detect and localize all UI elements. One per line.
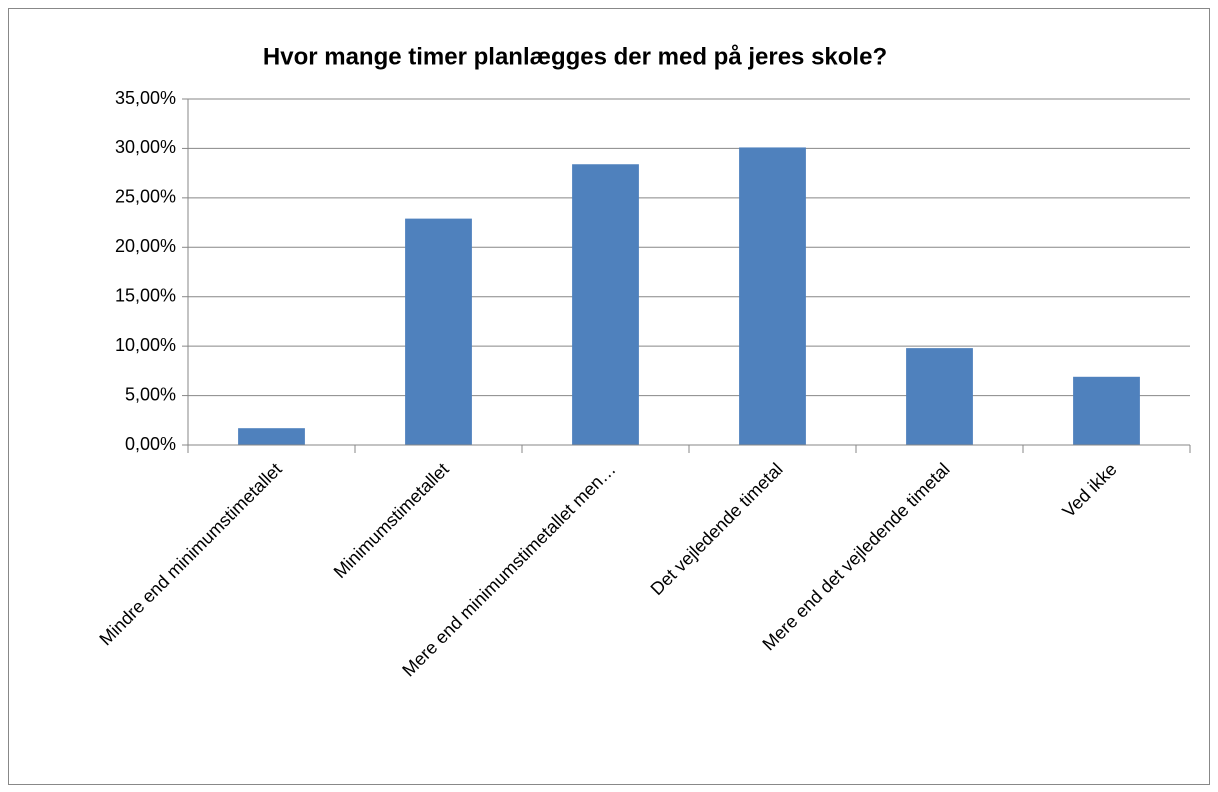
bar (572, 164, 639, 445)
chart-title: Hvor mange timer planlægges der med på j… (263, 43, 887, 70)
y-tick-label: 0,00% (125, 434, 176, 454)
y-tick-label: 20,00% (115, 236, 176, 256)
y-tick-label: 30,00% (115, 137, 176, 157)
bar (238, 428, 305, 445)
y-tick-label: 15,00% (115, 285, 176, 305)
y-tick-label: 5,00% (125, 384, 176, 404)
y-tick-label: 25,00% (115, 187, 176, 207)
bar (906, 348, 973, 445)
bar (1073, 376, 1140, 445)
y-tick-label: 10,00% (115, 335, 176, 355)
y-tick-label: 35,00% (115, 88, 176, 108)
bar (405, 218, 472, 445)
bar (739, 147, 806, 445)
